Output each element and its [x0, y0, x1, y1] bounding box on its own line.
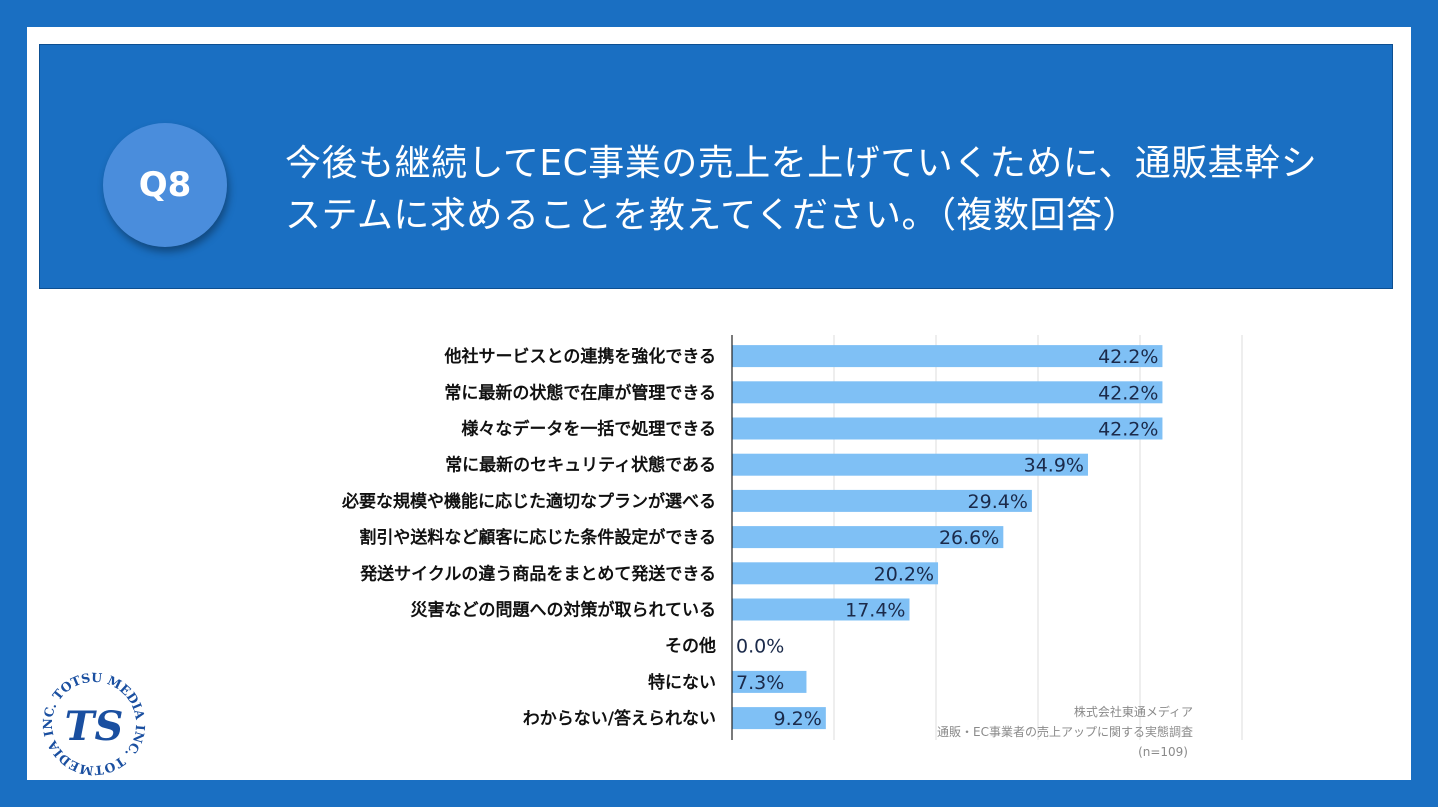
value-label: 42.2%	[1098, 382, 1158, 404]
category-label: 割引や送料など顧客に応じた条件設定ができる	[359, 527, 716, 548]
value-label: 7.3%	[736, 672, 784, 694]
category-label: 特にない	[648, 672, 716, 693]
value-label: 42.2%	[1098, 419, 1158, 441]
value-label: 17.4%	[845, 600, 905, 622]
category-label: 必要な規模や機能に応じた適切なプランが選べる	[341, 491, 716, 512]
category-label: 様々なデータを一括で処理できる	[461, 419, 716, 440]
bar-0	[732, 345, 1163, 368]
category-label: 常に最新の状態で在庫が管理できる	[444, 382, 716, 403]
svg-text:TS: TS	[65, 703, 124, 750]
value-label: 29.4%	[968, 491, 1028, 513]
source-sample-size: (n=109)	[1138, 745, 1188, 759]
bar-10	[732, 707, 826, 730]
bar-9	[732, 670, 807, 693]
bar-2	[732, 417, 1163, 440]
logo-mark-icon: TS	[65, 697, 124, 751]
bar-7	[732, 598, 910, 621]
category-label: その他	[665, 636, 716, 657]
bar-1	[732, 381, 1163, 404]
category-label: 災害などの問題への対策が取られている	[411, 600, 717, 621]
value-label: 20.2%	[874, 563, 934, 585]
source-survey: 通販・EC事業者の売上アップに関する実態調査	[937, 724, 1193, 739]
chart-labels: 他社サービスとの連携を強化できる 42.2% 常に最新の状態で在庫が管理できる 42.…	[341, 346, 1158, 730]
value-label: 9.2%	[774, 708, 822, 730]
category-label: 常に最新のセキュリティ状態である	[445, 455, 716, 476]
question-header: Q8 今後も継続してEC事業の売上を上げていくために、通販基幹システムに求めるこ…	[39, 44, 1393, 289]
logo-ring-text: MEDIA INC. TOTSU MEDIA INC. TOTSU	[0, 0, 148, 778]
bar-5	[732, 526, 1004, 549]
category-label: わからない/答えられない	[523, 708, 716, 729]
value-label: 34.9%	[1024, 455, 1084, 477]
category-label: 他社サービスとの連携を強化できる	[444, 346, 717, 367]
value-label: 0.0%	[736, 636, 784, 658]
category-label: 発送サイクルの違う商品をまとめて発送できる	[359, 563, 716, 584]
bar-6	[732, 562, 939, 585]
bar-4	[732, 489, 1032, 512]
question-number-badge: Q8	[103, 123, 227, 247]
value-label: 42.2%	[1098, 346, 1158, 368]
question-text: 今後も継続してEC事業の売上を上げていくために、通販基幹システムに求めることを教…	[285, 143, 1318, 236]
content-card: Q8 今後も継続してEC事業の売上を上げていくために、通販基幹システムに求めるこ…	[27, 27, 1411, 780]
source-company: 株式会社東通メディア	[1074, 704, 1193, 719]
value-label: 26.6%	[939, 527, 999, 549]
chart-bars	[732, 345, 1163, 730]
bar-3	[732, 453, 1088, 476]
